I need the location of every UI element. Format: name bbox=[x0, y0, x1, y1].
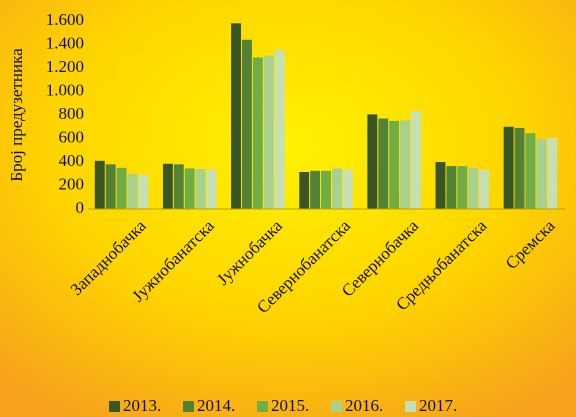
bar bbox=[94, 160, 105, 209]
bar bbox=[525, 133, 536, 209]
bar bbox=[184, 168, 195, 209]
legend-label: 2014. bbox=[197, 396, 235, 415]
bar bbox=[162, 163, 173, 209]
bar bbox=[321, 170, 331, 209]
bar bbox=[274, 49, 285, 209]
bar bbox=[138, 174, 149, 209]
bar bbox=[263, 55, 274, 209]
y-tick-label: 1.400 bbox=[46, 33, 84, 52]
bar bbox=[231, 23, 242, 209]
bar bbox=[105, 164, 116, 209]
y-tick-label: 400 bbox=[59, 151, 85, 170]
y-tick-label: 1.000 bbox=[46, 80, 84, 99]
y-tick-label: 600 bbox=[59, 127, 85, 146]
bar bbox=[342, 169, 353, 209]
bar bbox=[206, 169, 217, 209]
bar bbox=[457, 166, 468, 209]
bar bbox=[435, 162, 446, 209]
bar bbox=[127, 173, 138, 209]
legend-label: 2016. bbox=[345, 396, 383, 415]
bar bbox=[479, 169, 490, 209]
bar bbox=[252, 57, 263, 209]
legend-label: 2015. bbox=[271, 396, 309, 415]
bar bbox=[116, 167, 127, 209]
bar bbox=[367, 114, 378, 209]
bar bbox=[242, 39, 252, 209]
legend-swatch bbox=[405, 401, 416, 412]
legend-label: 2017. bbox=[419, 396, 457, 415]
bar bbox=[536, 139, 547, 209]
y-tick-label: 1.200 bbox=[46, 57, 84, 76]
bar bbox=[547, 137, 558, 209]
y-axis-title: Број предузетника bbox=[7, 48, 26, 182]
bar bbox=[389, 120, 400, 209]
y-tick-label: 200 bbox=[59, 174, 85, 193]
y-tick-label: 800 bbox=[59, 104, 85, 123]
bar bbox=[173, 164, 184, 209]
legend-swatch bbox=[257, 401, 268, 412]
bar bbox=[378, 118, 389, 209]
legend-label: 2013. bbox=[123, 396, 161, 415]
bar bbox=[468, 167, 479, 209]
bar bbox=[331, 168, 342, 209]
legend-swatch bbox=[109, 401, 120, 412]
y-tick-label: 0 bbox=[76, 198, 85, 217]
y-tick-label: 1.600 bbox=[46, 10, 84, 29]
bar bbox=[299, 171, 310, 209]
bar bbox=[503, 126, 514, 209]
legend-swatch bbox=[183, 401, 194, 412]
bar bbox=[514, 127, 525, 209]
bar bbox=[195, 169, 206, 209]
bar bbox=[410, 110, 421, 209]
bar bbox=[310, 170, 321, 209]
bar bbox=[446, 166, 457, 209]
bar bbox=[400, 120, 410, 209]
legend-swatch bbox=[331, 401, 342, 412]
